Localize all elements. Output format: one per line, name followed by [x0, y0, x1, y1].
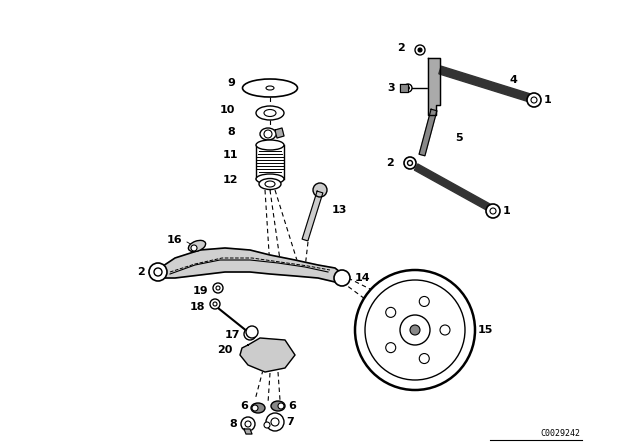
- Ellipse shape: [188, 241, 205, 252]
- Polygon shape: [302, 191, 323, 241]
- Circle shape: [440, 325, 450, 335]
- Circle shape: [408, 160, 413, 165]
- Circle shape: [264, 422, 270, 428]
- Text: 14: 14: [355, 273, 371, 283]
- Ellipse shape: [256, 174, 284, 184]
- Circle shape: [527, 93, 541, 107]
- Text: 4: 4: [510, 75, 518, 85]
- Ellipse shape: [256, 106, 284, 120]
- Circle shape: [213, 283, 223, 293]
- Circle shape: [410, 325, 420, 335]
- Circle shape: [241, 417, 255, 431]
- Circle shape: [252, 405, 258, 411]
- Text: 11: 11: [223, 150, 238, 160]
- Ellipse shape: [266, 86, 274, 90]
- Text: 1: 1: [544, 95, 552, 105]
- Circle shape: [245, 421, 251, 427]
- Ellipse shape: [265, 181, 275, 187]
- Polygon shape: [240, 338, 295, 372]
- Polygon shape: [419, 109, 437, 156]
- Circle shape: [419, 297, 429, 306]
- Polygon shape: [428, 58, 440, 115]
- Text: 1: 1: [503, 206, 511, 216]
- Circle shape: [490, 208, 496, 214]
- Circle shape: [271, 418, 279, 426]
- Text: 2: 2: [137, 267, 145, 277]
- Circle shape: [154, 268, 162, 276]
- Ellipse shape: [260, 128, 276, 140]
- Ellipse shape: [243, 79, 298, 97]
- Text: 5: 5: [455, 133, 463, 143]
- Text: 6: 6: [240, 401, 248, 411]
- Text: 16: 16: [166, 235, 182, 245]
- Circle shape: [386, 343, 396, 353]
- Text: 10: 10: [220, 105, 235, 115]
- Circle shape: [415, 45, 425, 55]
- Circle shape: [400, 315, 430, 345]
- Text: 6: 6: [288, 401, 296, 411]
- Text: 13: 13: [332, 205, 348, 215]
- Ellipse shape: [259, 178, 281, 190]
- Circle shape: [191, 245, 197, 251]
- Text: 3: 3: [387, 83, 395, 93]
- Polygon shape: [275, 128, 284, 138]
- Text: 7: 7: [286, 417, 294, 427]
- Circle shape: [264, 130, 272, 138]
- Circle shape: [246, 326, 258, 338]
- Circle shape: [213, 302, 217, 306]
- Text: 12: 12: [223, 175, 238, 185]
- Text: 18: 18: [189, 302, 205, 312]
- Ellipse shape: [264, 109, 276, 116]
- Text: 15: 15: [478, 325, 493, 335]
- Circle shape: [278, 403, 284, 409]
- Ellipse shape: [256, 140, 284, 150]
- Circle shape: [365, 280, 465, 380]
- Circle shape: [404, 157, 416, 169]
- Ellipse shape: [251, 403, 265, 413]
- Polygon shape: [439, 66, 531, 102]
- Text: 8: 8: [229, 419, 237, 429]
- Polygon shape: [160, 248, 340, 285]
- Circle shape: [334, 270, 350, 286]
- Circle shape: [355, 270, 475, 390]
- Circle shape: [406, 86, 410, 90]
- Circle shape: [216, 286, 220, 290]
- Text: 19: 19: [193, 286, 208, 296]
- Text: 2: 2: [397, 43, 405, 53]
- Circle shape: [210, 299, 220, 309]
- Circle shape: [404, 84, 412, 92]
- Circle shape: [248, 332, 253, 336]
- Ellipse shape: [271, 401, 285, 411]
- Polygon shape: [244, 429, 252, 434]
- Text: 8: 8: [227, 127, 235, 137]
- Text: 20: 20: [216, 345, 232, 355]
- Text: C0029242: C0029242: [540, 429, 580, 438]
- Text: 2: 2: [387, 158, 394, 168]
- Circle shape: [386, 307, 396, 317]
- Circle shape: [418, 48, 422, 52]
- Circle shape: [149, 263, 167, 281]
- Circle shape: [266, 413, 284, 431]
- Circle shape: [419, 353, 429, 363]
- Text: 17: 17: [225, 330, 240, 340]
- Circle shape: [531, 97, 537, 103]
- Polygon shape: [414, 164, 492, 211]
- Circle shape: [244, 328, 256, 340]
- Circle shape: [313, 183, 327, 197]
- Polygon shape: [400, 84, 408, 92]
- Circle shape: [486, 204, 500, 218]
- Text: 9: 9: [227, 78, 235, 88]
